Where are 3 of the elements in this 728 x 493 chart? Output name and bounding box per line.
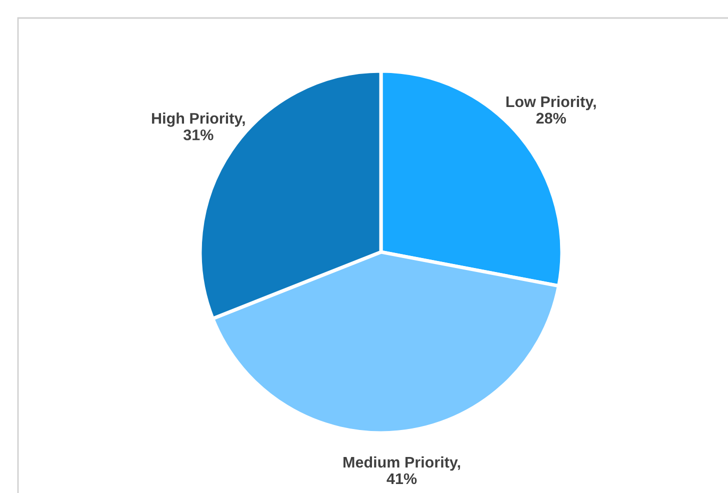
- slice-label: Low Priority, 28%: [506, 96, 596, 124]
- slice-label: High Priority, 31%: [152, 112, 245, 140]
- slice-label: Medium Priority, 41%: [344, 456, 460, 484]
